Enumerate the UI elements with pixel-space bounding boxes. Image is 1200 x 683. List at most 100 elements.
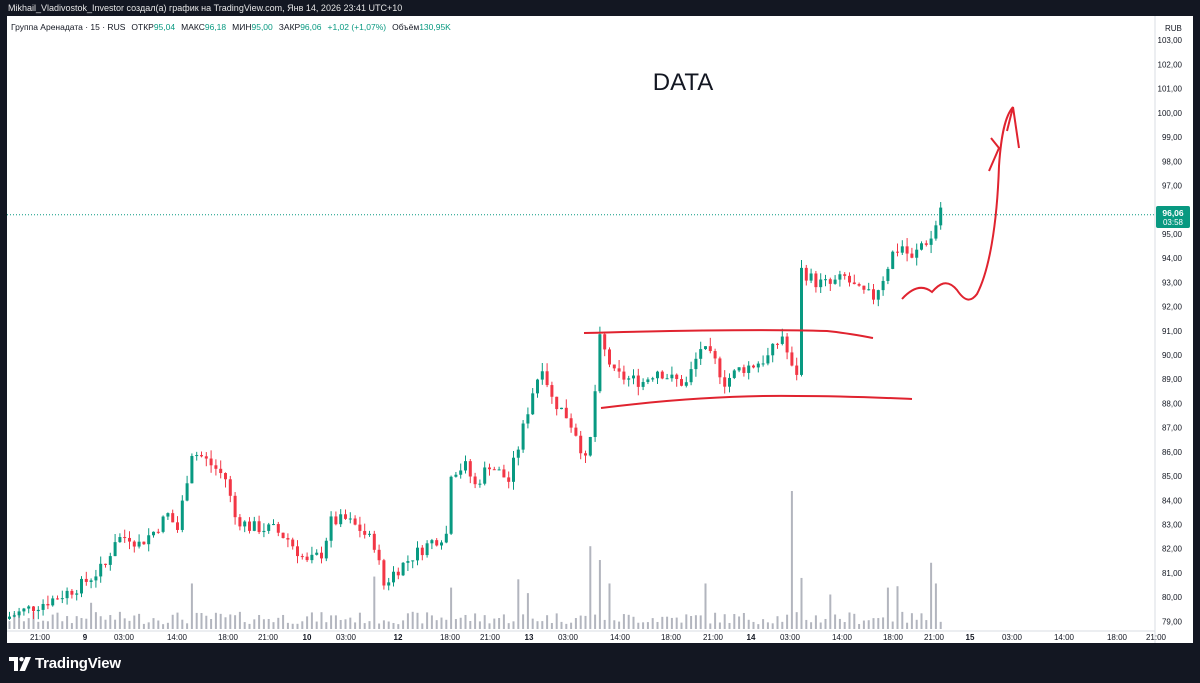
candle — [689, 361, 693, 386]
volume-bar — [56, 612, 59, 629]
candle — [905, 238, 909, 262]
candle — [180, 495, 184, 533]
user-drawings[interactable] — [583, 106, 1020, 409]
volume-bar — [930, 562, 933, 629]
candle — [867, 282, 871, 291]
time-tick-label: 18:00 — [883, 633, 904, 642]
volume-bar — [603, 619, 606, 629]
candle — [281, 532, 285, 539]
last-price-badge — [1156, 206, 1190, 228]
close-value: 96,06 — [300, 22, 322, 32]
price-tick-label: 95,00 — [1162, 230, 1183, 239]
volume-bar — [75, 616, 78, 629]
volume-bar — [536, 621, 539, 629]
volume-bar — [99, 616, 102, 629]
candle — [776, 342, 779, 349]
volume-bar — [445, 619, 448, 629]
forecast-tip-icon[interactable] — [1006, 106, 1020, 149]
forecast-path[interactable] — [901, 106, 1014, 301]
candle — [372, 530, 376, 553]
price-tick-label: 79,00 — [1162, 617, 1183, 626]
volume-bar — [61, 621, 64, 629]
time-tick-label: 14 — [747, 633, 756, 642]
candle — [612, 364, 616, 372]
candle — [564, 399, 568, 419]
data-annotation[interactable]: DATA — [653, 69, 713, 96]
tradingview-logo[interactable]: TradingView — [9, 655, 121, 672]
volume-bar — [128, 620, 131, 629]
time-scale[interactable]: 21:00 9 03:00 14:00 18:00 21:00 10 03:00 12 18:00… — [30, 633, 1167, 642]
candle — [828, 277, 832, 291]
candle — [761, 355, 765, 367]
resistance-line[interactable] — [583, 329, 874, 339]
volume-bar — [550, 623, 553, 629]
volume-bar — [627, 614, 630, 629]
volume-bar — [517, 579, 520, 629]
candle — [699, 341, 703, 365]
candle — [651, 376, 655, 382]
price-tick-label: 102,00 — [1158, 60, 1183, 69]
volume-bar — [656, 621, 659, 629]
volume-bar — [51, 614, 54, 629]
candle — [36, 606, 40, 620]
change-value: +1,02 (+1,07%) — [327, 22, 387, 32]
candle — [526, 407, 530, 429]
price-tick-label: 101,00 — [1158, 85, 1183, 94]
price-scale[interactable]: 79,00 80,00 81,00 82,00 83,00 84,00 85,00 86,00… — [1158, 36, 1183, 626]
candle — [641, 378, 645, 391]
volume-bar — [728, 622, 731, 629]
volume-bar — [363, 623, 366, 629]
price-chart[interactable]: 79,00 80,00 81,00 82,00 83,00 84,00 85,00 86,00… — [7, 16, 1193, 643]
volume-bar — [133, 615, 136, 629]
volume-bar — [843, 622, 846, 629]
candle — [521, 420, 525, 453]
time-tick-label: 03:00 — [780, 633, 801, 642]
candle — [665, 373, 669, 380]
candle — [579, 430, 583, 460]
volume-bar — [70, 623, 73, 629]
volume-bar — [267, 618, 270, 629]
volume-bar — [896, 586, 899, 629]
volume-bar — [704, 583, 707, 629]
time-tick-label: 14:00 — [1054, 633, 1075, 642]
volume-bar — [200, 613, 203, 629]
volume-bar — [118, 611, 121, 629]
price-tick-label: 93,00 — [1162, 278, 1183, 287]
candle — [32, 606, 35, 620]
candle — [396, 567, 400, 580]
candle — [852, 274, 856, 285]
symbol-legend[interactable]: Группа Аренадата · 15 · RUS ОТКР95,04 МАКС… — [11, 22, 451, 32]
volume-bar — [66, 616, 69, 629]
volume-bar — [147, 622, 150, 629]
candle — [65, 587, 69, 605]
volume-bar — [306, 616, 309, 629]
candle — [89, 578, 93, 589]
candle — [142, 541, 146, 545]
price-tick-label: 80,00 — [1162, 593, 1183, 602]
volume-bar — [190, 583, 193, 629]
support-line[interactable] — [600, 394, 913, 409]
candle — [540, 362, 544, 385]
chart-panel[interactable]: 79,00 80,00 81,00 82,00 83,00 84,00 85,00 86,00… — [7, 16, 1193, 643]
candle — [684, 376, 688, 388]
time-tick-label: 18:00 — [661, 633, 682, 642]
symbol-name[interactable]: Группа Аренадата · 15 · RUS — [11, 22, 126, 32]
candle — [809, 268, 813, 284]
candle — [416, 541, 419, 566]
volume-bar — [848, 612, 851, 629]
volume-bar — [771, 623, 774, 629]
volume-bar — [282, 614, 285, 629]
volume-bar — [464, 614, 467, 629]
close-label: ЗАКР — [278, 22, 301, 32]
bar-countdown: 03:58 — [1163, 218, 1184, 227]
volume-bar — [790, 491, 793, 629]
price-tick-label: 88,00 — [1162, 399, 1183, 408]
candle — [22, 607, 26, 616]
forecast-arrow-icon[interactable] — [988, 137, 1001, 172]
candle — [804, 264, 808, 286]
volume-bar — [733, 614, 736, 629]
volume-bar — [368, 621, 371, 629]
time-tick-label: 03:00 — [1002, 633, 1023, 642]
volume-value: 130,95K — [419, 22, 451, 32]
candles — [8, 202, 943, 620]
